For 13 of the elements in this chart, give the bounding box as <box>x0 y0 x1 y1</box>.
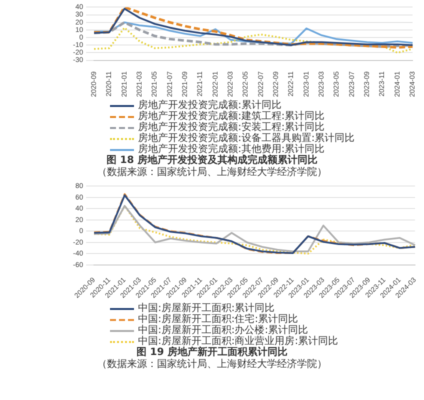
legend-label: 中国:房屋新开工面积:住宅:累计同比 <box>138 314 298 325</box>
legend-label: 房地产开发投资完成额:建筑工程:累计同比 <box>138 111 325 122</box>
legend-label: 中国:房屋新开工面积:商业营业用房:累计同比 <box>138 336 338 347</box>
legend-label: 中国:房屋新开工面积:办公楼:累计同比 <box>138 325 308 336</box>
text: （数据来源：国家统计局、上海财经大学经济学院） <box>97 167 327 179</box>
legend-label: 中国:房屋新开工面积:累计同比 <box>138 303 275 314</box>
text: 图 19 房地产新开工面积累计同比 <box>136 347 288 358</box>
legend-label: 房地产开发投资完成额:设备工器具购置:累计同比 <box>138 133 355 144</box>
text: （数据来源：国家统计局、上海财经大学经济学院） <box>97 359 327 371</box>
text: 图 18 房地产开发投资及其构成完成额累计同比 <box>106 155 318 166</box>
legend-label: 房地产开发投资完成额:其他费用:累计同比 <box>138 144 325 155</box>
legend-label: 房地产开发投资完成额:累计同比 <box>138 100 282 111</box>
legend-label: 房地产开发投资完成额:安装工程:累计同比 <box>138 122 325 133</box>
